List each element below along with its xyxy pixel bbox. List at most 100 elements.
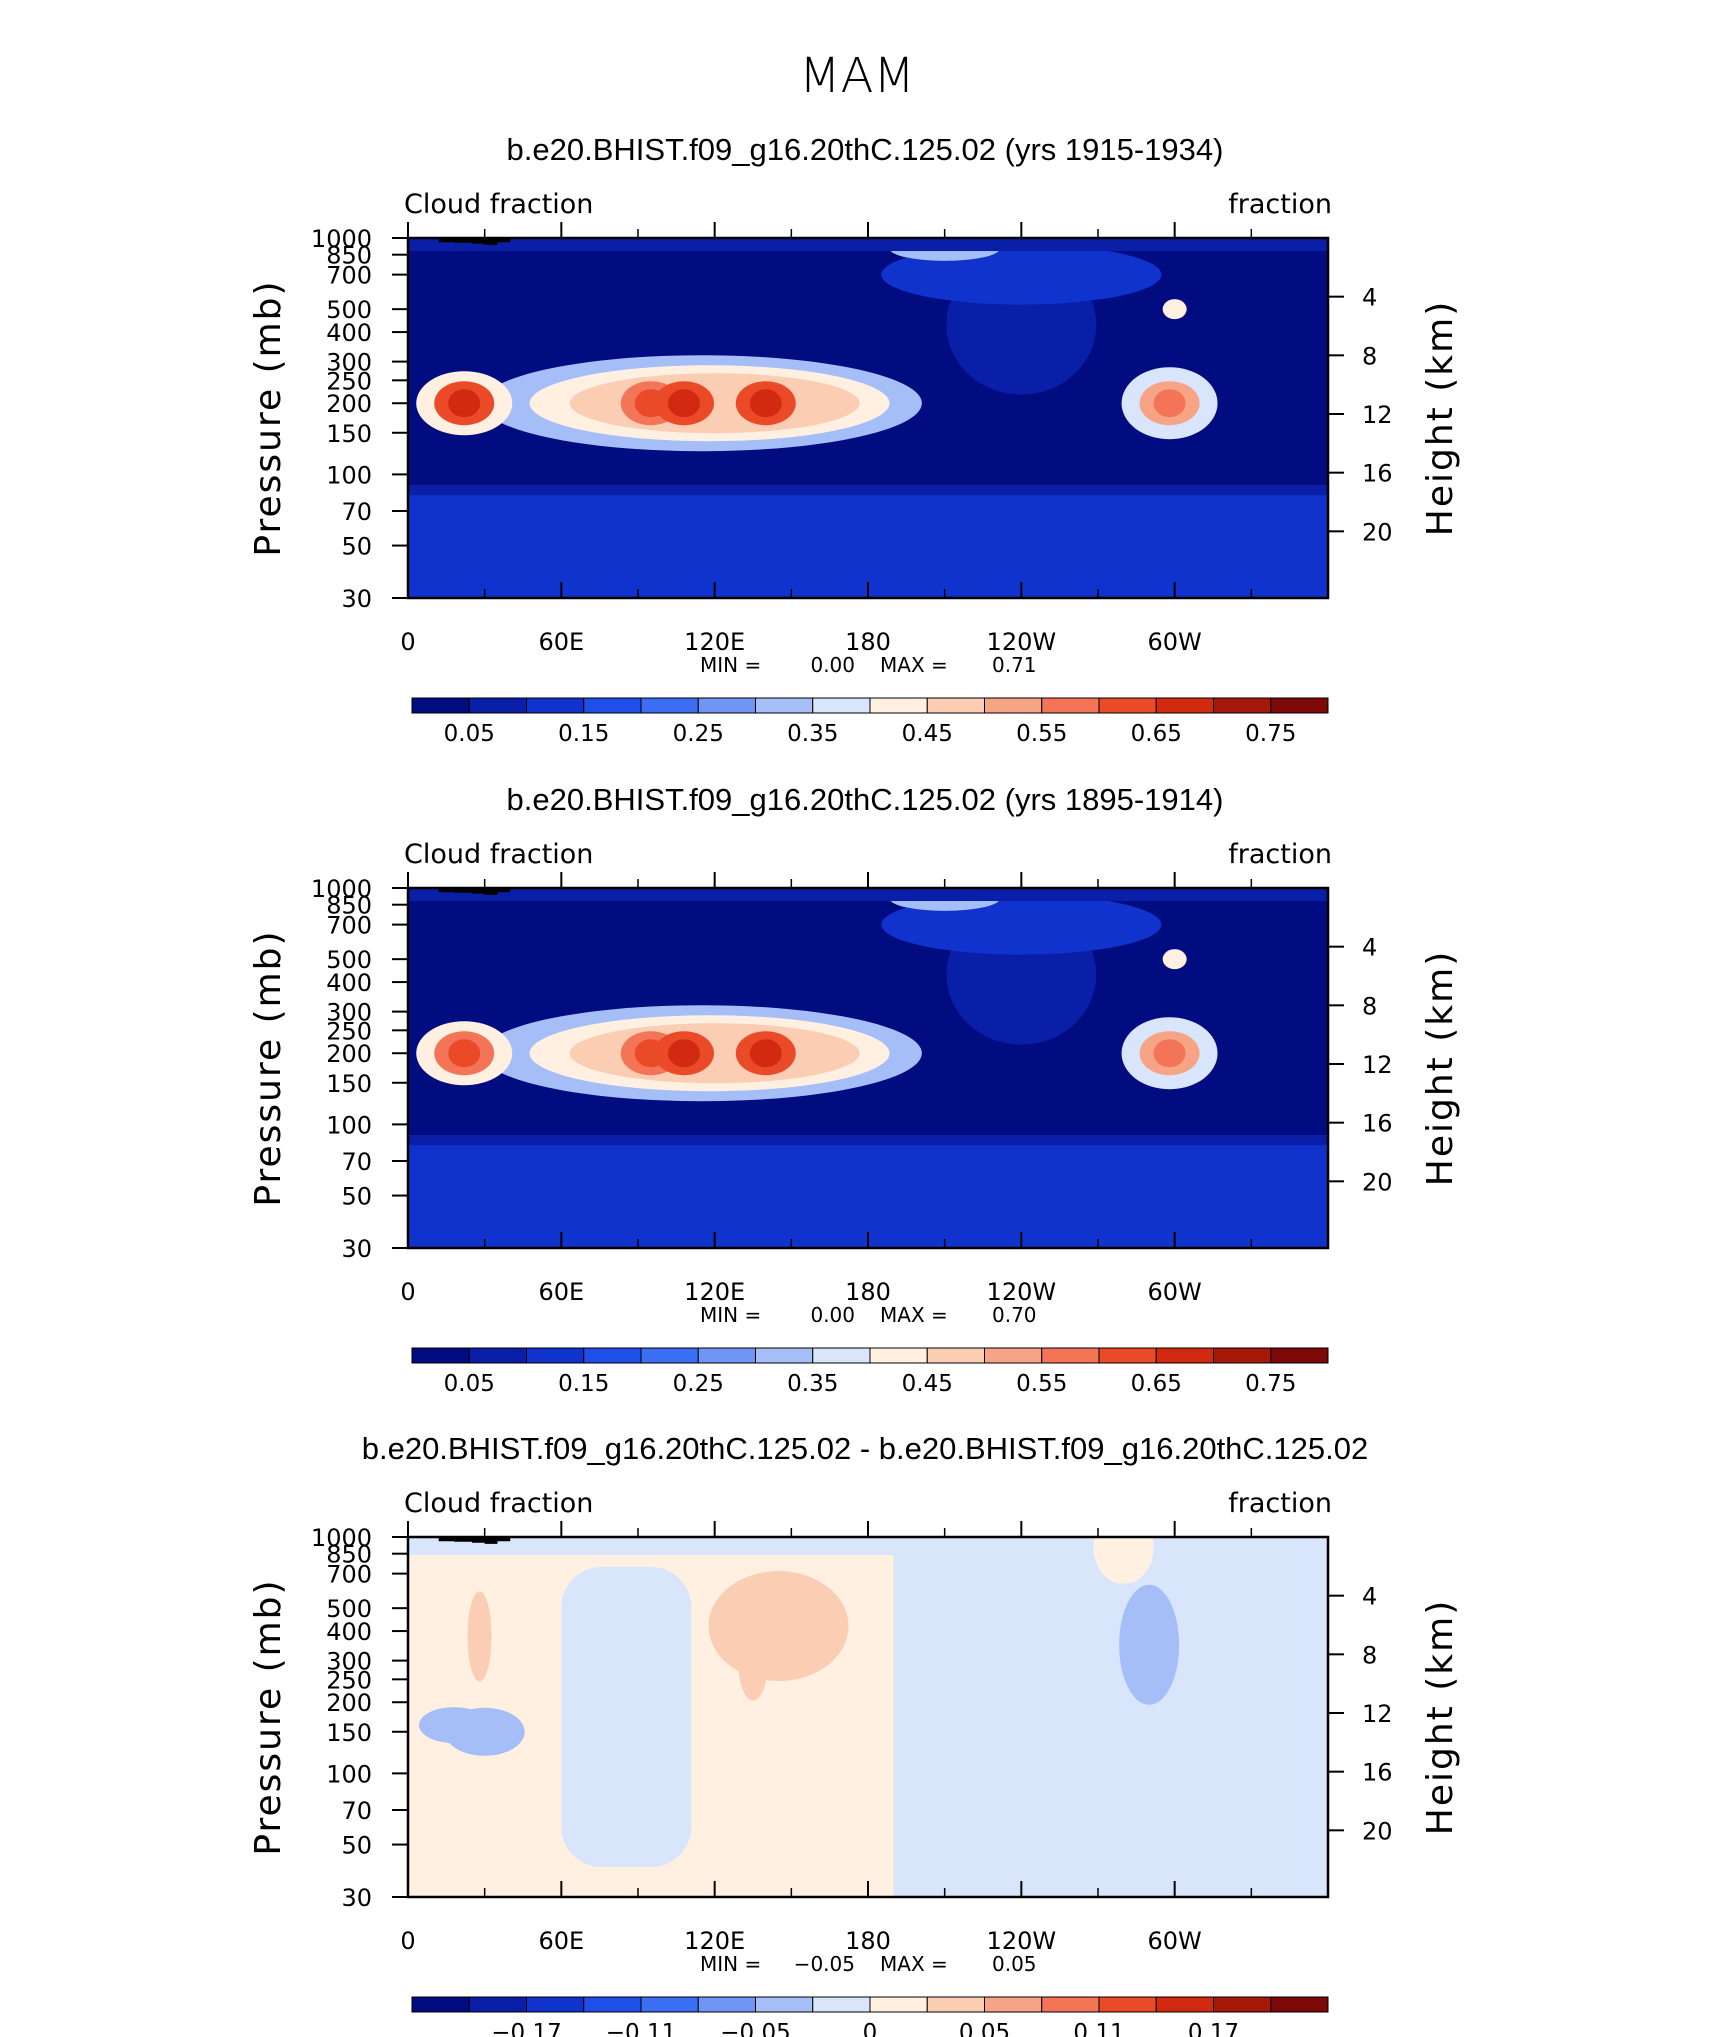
y-tick-label: 100 (326, 1111, 372, 1139)
colorbar-box (869, 1996, 928, 2013)
y-tick-label: 400 (326, 969, 372, 997)
y-tick-label: 500 (326, 946, 372, 974)
y-tick-label: 400 (326, 1618, 372, 1646)
colorbar: 0.05 0.15 0.25 0.35 0.45 0.55 0.65 0.75 (411, 1347, 1329, 1397)
right-string: fraction (1228, 189, 1332, 220)
x-tick-label: 180 (845, 628, 891, 656)
x-tick-label: 60E (538, 628, 584, 656)
panel-title: b.e20.BHIST.f09_g16.20thC.125.02 - b.e20… (362, 1431, 1369, 1466)
positive-anomaly (708, 1571, 849, 1682)
x-tick-label: 60W (1148, 1927, 1202, 1955)
y-tick-label: 30 (341, 1884, 372, 1912)
cloud-maximum (749, 389, 782, 418)
cloud-maximum (448, 1039, 481, 1068)
colorbar: −0.17 −0.11 −0.05 0 0.05 0.11 0.17 (411, 1996, 1329, 2037)
left-string: Cloud fraction (404, 1488, 593, 1519)
colorbar-label: −0.17 (491, 2020, 561, 2037)
y-right-tick-label: 16 (1362, 1110, 1393, 1138)
y-right-tick-label: 4 (1362, 1583, 1377, 1611)
colorbar-box (755, 1996, 814, 2013)
colorbar-box (869, 697, 928, 714)
y-tick-label: 150 (326, 1719, 372, 1747)
y-tick-label: 50 (341, 533, 372, 561)
chart-panel-3: b.e20.BHIST.f09_g16.20thC.125.02 - b.e20… (248, 1431, 1461, 2037)
y-right-tick-label: 8 (1362, 1641, 1377, 1669)
x-tick-label: 60E (538, 1278, 584, 1306)
colorbar-box (984, 1347, 1043, 1364)
y-right-axis-label: Height (km) (1420, 1599, 1461, 1835)
max-label: MAX = (880, 1303, 948, 1327)
y-right-tick-label: 12 (1362, 401, 1393, 429)
y-right-tick-label: 16 (1362, 460, 1393, 488)
y-tick-label: 150 (326, 420, 372, 448)
colorbar-box (468, 1347, 527, 1364)
colorbar-box (526, 697, 585, 714)
colorbar: 0.05 0.15 0.25 0.35 0.45 0.55 0.65 0.75 (411, 697, 1329, 747)
colorbar-box (1155, 697, 1214, 714)
colorbar-box (926, 1347, 985, 1364)
colorbar-box (1270, 697, 1329, 714)
y-right-tick-label: 20 (1362, 1168, 1393, 1196)
cloud-maximum (668, 1039, 700, 1068)
colorbar-label: 0.15 (558, 1371, 609, 1397)
min-value: 0.00 (810, 653, 855, 677)
cloud-maximum (749, 1039, 782, 1068)
y-tick-label: 250 (326, 1666, 372, 1694)
min-value: 0.00 (810, 1303, 855, 1327)
y-tick-label: 250 (326, 1017, 372, 1045)
colorbar-box (640, 1996, 699, 2013)
y-right-tick-label: 12 (1362, 1700, 1393, 1728)
colorbar-box (1213, 1996, 1272, 2013)
colorbar-box (583, 1347, 642, 1364)
y-tick-label: 150 (326, 1070, 372, 1098)
y-tick-label: 70 (341, 498, 372, 526)
colorbar-box (411, 1996, 470, 2013)
y-tick-label: 1000 (311, 875, 372, 903)
x-tick-label: 120W (987, 628, 1057, 656)
max-value: 0.71 (992, 653, 1037, 677)
y-right-tick-label: 8 (1362, 342, 1377, 370)
y-tick-label: 70 (341, 1797, 372, 1825)
x-tick-label: 120W (987, 1278, 1057, 1306)
colorbar-box (1270, 1996, 1329, 2013)
min-label: MIN = (700, 1303, 761, 1327)
colorbar-box (697, 697, 756, 714)
y-tick-label: 700 (326, 912, 372, 940)
colorbar-label: 0.55 (1016, 1371, 1067, 1397)
max-value: 0.70 (992, 1303, 1037, 1327)
colorbar-label: 0 (863, 2020, 878, 2037)
colorbar-box (1213, 697, 1272, 714)
y-tick-label: 300 (326, 1648, 372, 1676)
colorbar-label: 0.05 (444, 1371, 495, 1397)
topography (438, 1537, 511, 1544)
x-tick-label: 60W (1148, 628, 1202, 656)
colorbar-box (697, 1996, 756, 2013)
y-right-tick-label: 8 (1362, 992, 1377, 1020)
colorbar-box (640, 697, 699, 714)
contour-field (408, 1537, 1328, 1897)
colorbar-box (812, 1347, 871, 1364)
colorbar-box (926, 1996, 985, 2013)
y-tick-label: 500 (326, 296, 372, 324)
max-value: 0.05 (992, 1952, 1037, 1976)
colorbar-box (1098, 1996, 1157, 2013)
topography (438, 238, 511, 245)
colorbar-label: 0.65 (1131, 1371, 1182, 1397)
y-axis-label: Pressure (mb) (248, 279, 289, 556)
left-string: Cloud fraction (404, 839, 593, 870)
y-tick-label: 200 (326, 1040, 372, 1068)
x-tick-label: 180 (845, 1278, 891, 1306)
left-string: Cloud fraction (404, 189, 593, 220)
x-tick-label: 120E (684, 1927, 745, 1955)
max-label: MAX = (880, 653, 948, 677)
y-tick-label: 200 (326, 390, 372, 418)
colorbar-box (812, 697, 871, 714)
y-tick-label: 1000 (311, 225, 372, 253)
colorbar-label: 0.05 (959, 2020, 1010, 2037)
y-right-tick-label: 16 (1362, 1759, 1393, 1787)
y-tick-label: 300 (326, 349, 372, 377)
colorbar-label: 0.45 (902, 721, 953, 747)
colorbar-box (984, 697, 1043, 714)
y-axis-label: Pressure (mb) (248, 929, 289, 1206)
